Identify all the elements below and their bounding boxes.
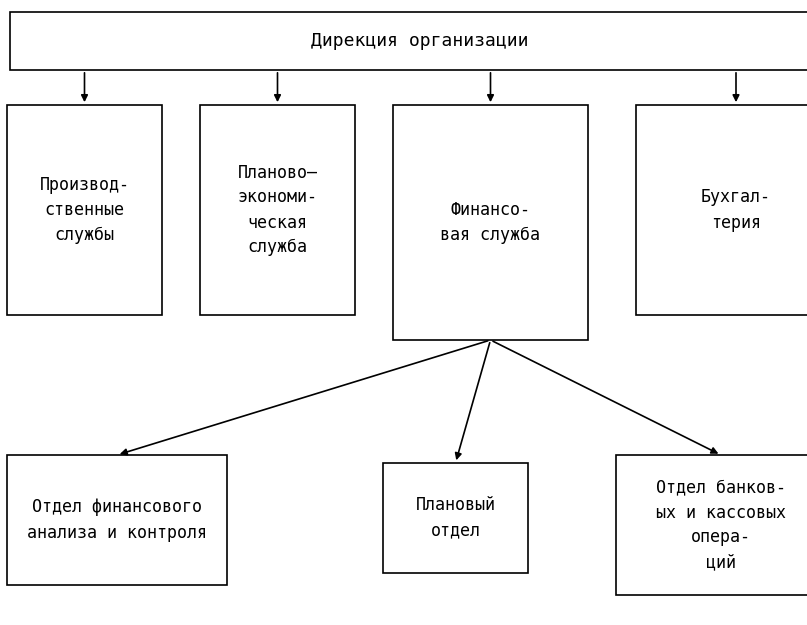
Text: Дирекция организации: Дирекция организации	[312, 32, 529, 50]
Bar	[7, 455, 227, 585]
Text: Производ-
ственные
службы: Производ- ственные службы	[40, 176, 129, 244]
Text: Планово–
экономи-
ческая
служба: Планово– экономи- ческая служба	[237, 164, 317, 256]
Bar	[7, 105, 162, 315]
Text: Плановый
отдел: Плановый отдел	[416, 496, 495, 539]
Text: Отдел банков-
ых и кассовых
опера-
ций: Отдел банков- ых и кассовых опера- ций	[656, 479, 786, 571]
Text: Отдел финансового
анализа и контроля: Отдел финансового анализа и контроля	[27, 499, 207, 541]
Bar	[616, 455, 807, 595]
Text: Бухгал-
терия: Бухгал- терия	[701, 189, 771, 231]
Bar	[200, 105, 355, 315]
Bar	[383, 463, 528, 573]
Bar	[636, 105, 807, 315]
Text: Финансо-
вая служба: Финансо- вая служба	[441, 201, 541, 244]
Bar	[10, 12, 807, 70]
Bar	[393, 105, 588, 340]
